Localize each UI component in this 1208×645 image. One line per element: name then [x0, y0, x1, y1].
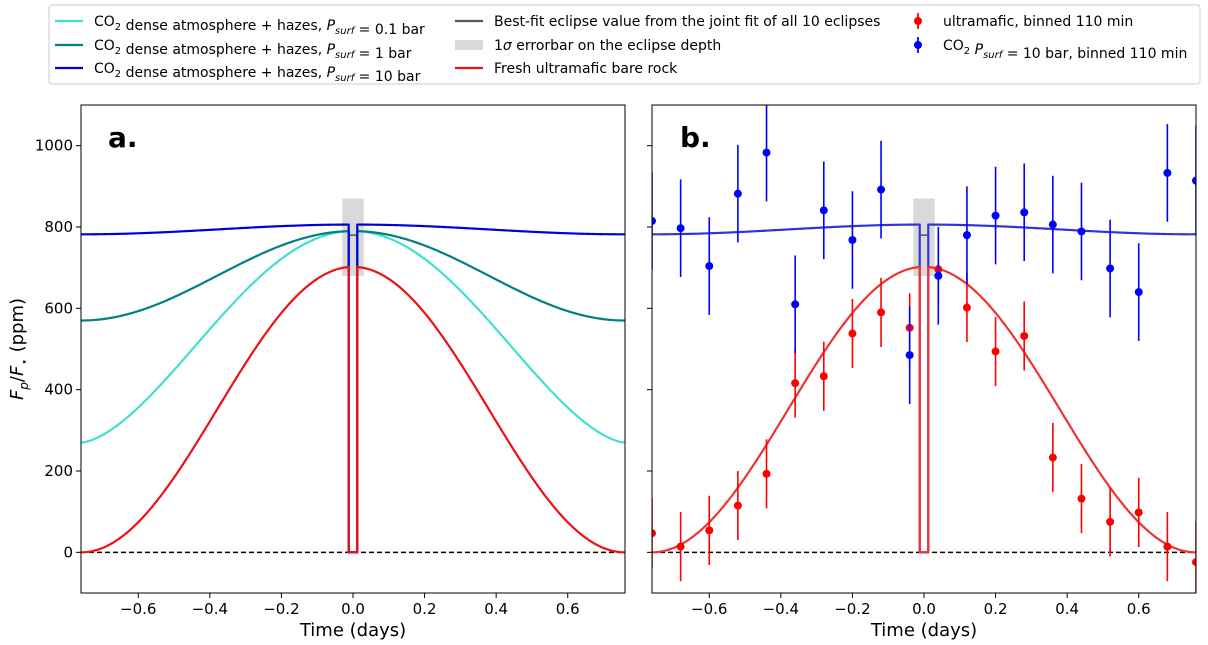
- panel-b-co2-10bar-point-18: [1163, 168, 1172, 177]
- panel-b-ultramafic-point-19: [1192, 558, 1196, 567]
- panel-b-co2-10bar-point-2: [705, 262, 714, 271]
- panel-a: −0.6 −0.4 −0.2 0.0 0.2 0.4 0.6 0 200 400 600 800 100…: [7, 104, 626, 641]
- panel-b-co2-10bar-point-9: [905, 351, 914, 360]
- panel-a-ytick-label-5: 1000: [35, 137, 73, 155]
- panel-a-ticks: −0.6 −0.4 −0.2 0.0 0.2 0.4 0.6 0 200 400 600 800 100…: [35, 137, 580, 618]
- panel-b-xtick-label-4: 0.2: [984, 600, 1008, 618]
- panel-b-ultramafic-point-3: [733, 501, 742, 510]
- legend-ultra_bin-label: ultramafic, binned 110 min: [943, 14, 1133, 30]
- panel-a-curve-fresh-ultramafic-bare-rock: [81, 265, 625, 554]
- panel-a-xtick-label-3: 0.0: [341, 600, 365, 618]
- panel-b-co2-10bar-point-17: [1134, 288, 1143, 297]
- panel-b-ultramafic-point-17: [1134, 508, 1143, 517]
- panel-b-ultramafic-point-5: [791, 379, 800, 388]
- panel-a-x-axis-label: Time (days): [299, 620, 406, 641]
- panel-a-xtick-label-5: 0.4: [484, 600, 508, 618]
- legend-ultra-label: Fresh ultramafic bare rock: [494, 61, 678, 77]
- panel-b-co2-10bar-point-4: [762, 148, 771, 157]
- panel-a-curve-co2-dense-atmosphere-hazes-p-surf-0-1-bar: [81, 230, 625, 554]
- legend-co2_10-label: CO2 dense atmosphere + hazes, Psurf = 10…: [94, 61, 421, 85]
- panel-b-ultramafic-point-8: [877, 308, 886, 317]
- panel-b-co2-10bar-point-7: [848, 236, 857, 245]
- panel-b-xtick-label-3: 0.0: [912, 600, 936, 618]
- panel-a-curve-co2-dense-atmosphere-hazes-p-surf-1-bar: [81, 230, 625, 554]
- panel-a-xtick-label-1: −0.4: [192, 600, 228, 618]
- legend: CO2 dense atmosphere + hazes, Psurf = 0.…: [48, 4, 1201, 85]
- panel-b-co2-10bar-point-1: [676, 224, 685, 233]
- panel-b-ultramafic-point-6: [819, 372, 828, 381]
- panel-b-xtick-label-1: −0.4: [763, 600, 799, 618]
- legend-ultra_bin-swatch-marker: [914, 17, 922, 25]
- panel-a-ytick-label-3: 600: [44, 299, 73, 317]
- panel-b-error-band: [913, 198, 935, 276]
- panel-b-label: b.: [680, 121, 711, 154]
- panel-b-co2-10bar-point-5: [791, 300, 800, 309]
- panel-a-ytick-label-4: 800: [44, 218, 73, 236]
- panel-b-xtick-label-6: 0.6: [1127, 600, 1151, 618]
- legend-bestfit-label: Best-fit eclipse value from the joint fi…: [494, 14, 880, 30]
- panel-b-co2-10bar-point-13: [1020, 208, 1029, 217]
- panel-b-xtick-label-0: −0.6: [691, 600, 727, 618]
- panel-b-xtick-label-2: −0.2: [834, 600, 870, 618]
- panel-a-xtick-label-2: −0.2: [263, 600, 299, 618]
- panel-a-plot-area: [81, 198, 625, 554]
- panel-a-xtick-label-4: 0.2: [413, 600, 437, 618]
- panel-a-frame: [80, 104, 626, 594]
- panel-b-x-axis-label: Time (days): [870, 620, 977, 641]
- panel-b-ultramafic-point-16: [1106, 517, 1115, 526]
- panel-b-xtick-label-5: 0.4: [1055, 600, 1079, 618]
- legend-co2_bin-label: CO2 Psurf = 10 bar, binned 110 min: [943, 38, 1187, 62]
- panel-b-co2-10bar-point-11: [962, 231, 971, 240]
- legend-co2_bin-swatch-marker: [914, 41, 922, 49]
- legend-co2_01-label: CO2 dense atmosphere + hazes, Psurf = 0.…: [94, 14, 425, 38]
- legend-errband-label: 1σ errorbar on the eclipse depth: [494, 38, 721, 54]
- panel-b-ultramafic-point-1: [676, 542, 685, 551]
- panel-b-ultramafic-point-0: [652, 529, 656, 538]
- panel-b-frame: [651, 104, 1197, 594]
- panel-b-ultramafic-point-13: [1020, 331, 1029, 340]
- panel-b-ultramafic-point-14: [1048, 453, 1057, 462]
- panel-b-plot-area: [652, 105, 1196, 593]
- panel-a-xtick-label-6: 0.6: [556, 600, 580, 618]
- panel-b-co2-10bar-point-14: [1048, 220, 1057, 229]
- panel-b-co2-10bar-point-16: [1106, 264, 1115, 273]
- panel-b-ultramafic-point-4: [762, 469, 771, 478]
- panel-a-ytick-label-0: 0: [63, 543, 73, 561]
- panel-a-ytick-label-1: 200: [44, 462, 73, 480]
- panel-a-y-axis-label: Fp/F⋆ (ppm): [7, 298, 31, 400]
- panel-b-ultramafic-point-15: [1077, 494, 1086, 503]
- panel-b-co2-10bar-point-8: [877, 185, 886, 194]
- panel-a-label: a.: [108, 121, 138, 154]
- panel-b-co2-10bar-point-12: [991, 211, 1000, 220]
- panel-b-co2-10bar-point-15: [1077, 227, 1086, 236]
- panel-b-curve-fresh-ultramafic-bare-rock-model: [652, 265, 1196, 554]
- panel-b-co2-10bar-point-10: [934, 271, 943, 280]
- panel-b: −0.6 −0.4 −0.2 0.0 0.2 0.4 0.6 b. Time (days): [647, 104, 1197, 641]
- panel-b-co2-10bar-point-19: [1192, 176, 1196, 185]
- panel-b-ticks: −0.6 −0.4 −0.2 0.0 0.2 0.4 0.6: [647, 145, 1151, 618]
- panel-b-co2-10bar-point-6: [819, 206, 828, 215]
- panel-b-co2-10bar-point-3: [733, 189, 742, 198]
- legend-frame: [48, 4, 1201, 85]
- panel-b-ultramafic-point-18: [1163, 542, 1172, 551]
- panel-a-ytick-label-2: 400: [44, 381, 73, 399]
- panel-a-xtick-label-0: −0.6: [120, 600, 156, 618]
- legend-co2_1-label: CO2 dense atmosphere + hazes, Psurf = 1 …: [94, 38, 412, 62]
- panel-b-co2-10bar-point-0: [652, 216, 656, 225]
- panel-a-error-band: [342, 198, 364, 276]
- panel-b-ultramafic-point-7: [848, 329, 857, 338]
- panel-b-ultramafic-point-2: [705, 526, 714, 535]
- legend-errband-swatch: [455, 40, 483, 50]
- panel-b-ultramafic-point-12: [991, 347, 1000, 356]
- panel-b-ultramafic-point-11: [962, 303, 971, 312]
